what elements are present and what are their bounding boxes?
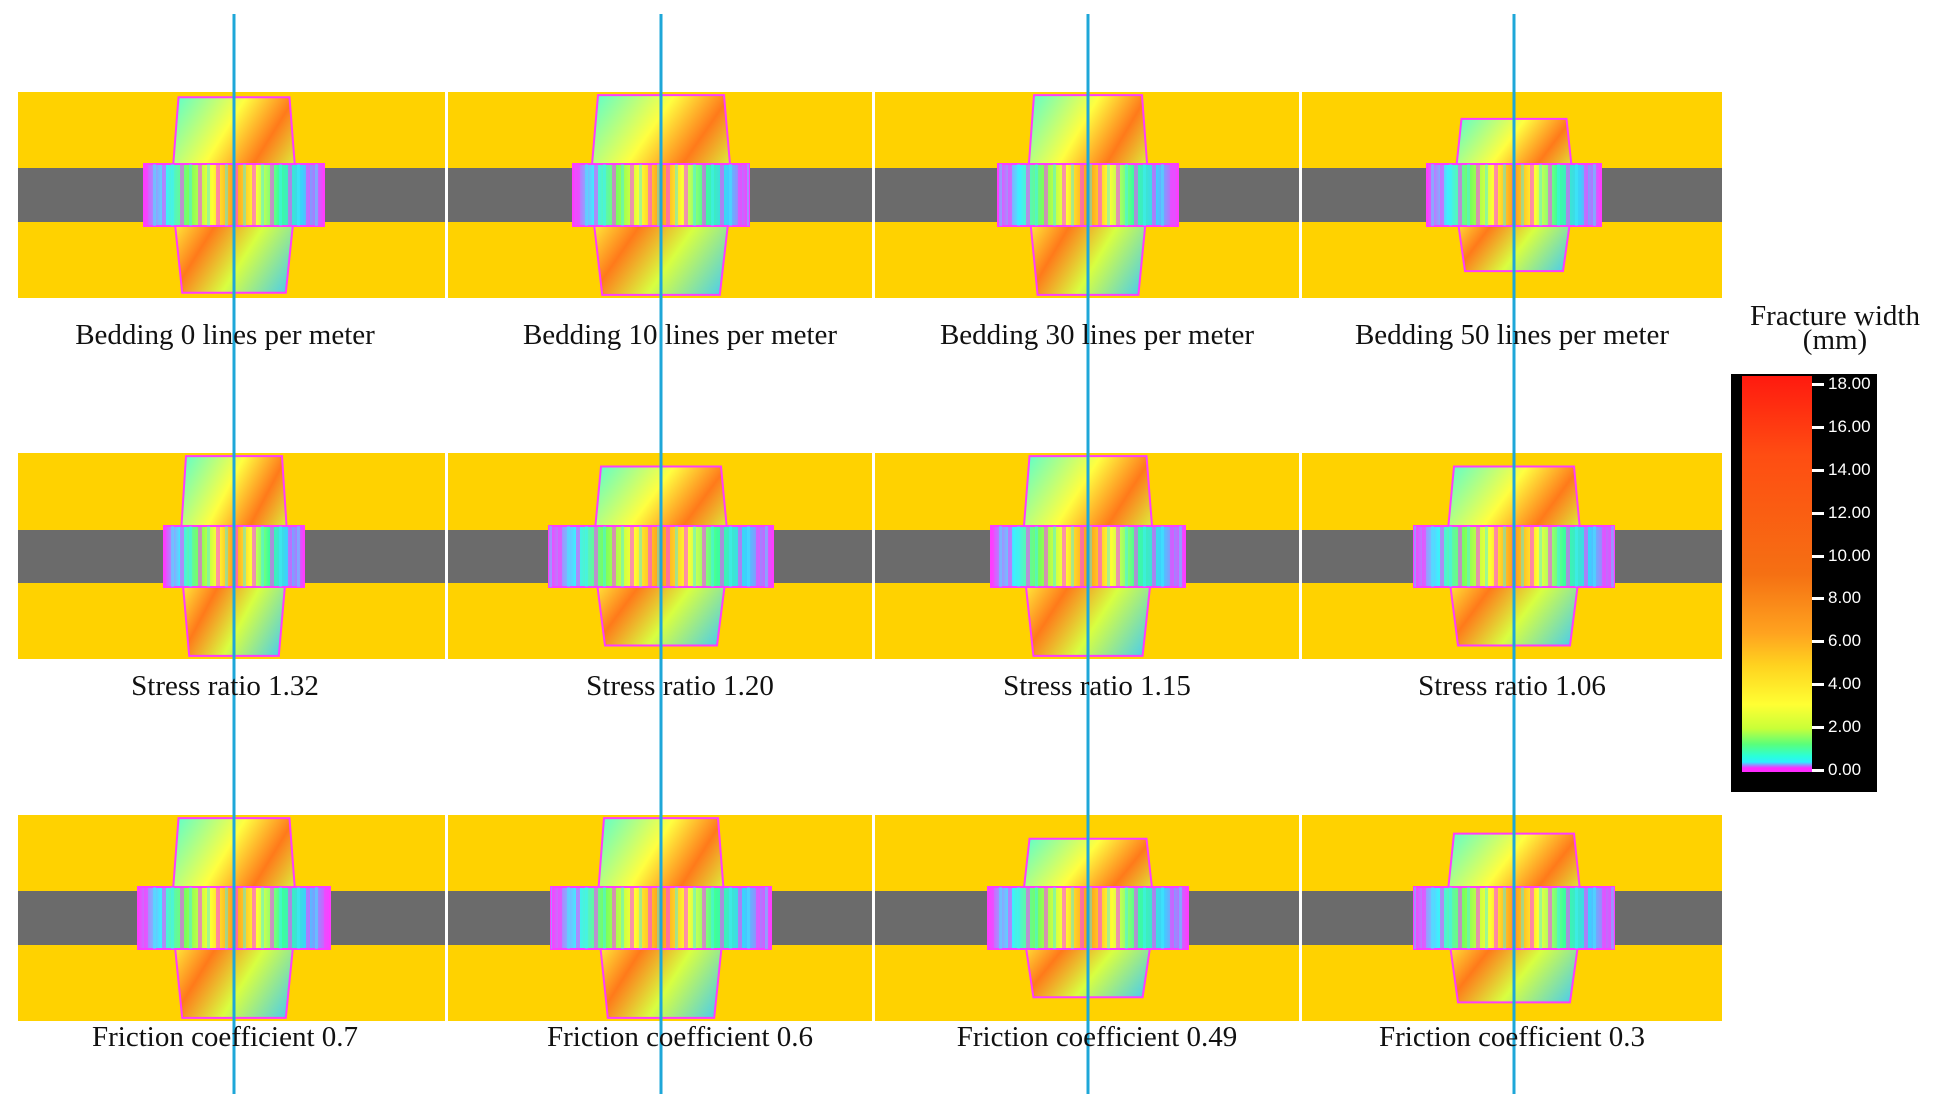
colorbar-tick-label: 6.00	[1828, 631, 1862, 651]
caption-bedding-2: Bedding 10 lines per meter	[522, 319, 838, 351]
colorbar: 18.00 16.00 14.00 12.00 10.00 8.00 6.00 4.00 2.0…	[1731, 374, 1877, 792]
caption-friction-1: Friction coefficient 0.7	[91, 1021, 359, 1053]
colorbar-tick	[1812, 683, 1824, 687]
panel-bedding-4	[1302, 92, 1722, 298]
colorbar-title: Fracture width (mm)	[1730, 300, 1940, 356]
colorbar-tick	[1812, 425, 1824, 429]
colorbar-tick	[1812, 726, 1824, 730]
colorbar-tick-label: 14.00	[1828, 459, 1871, 479]
colorbar-tick-label: 16.00	[1828, 416, 1871, 436]
colorbar-tick	[1812, 769, 1824, 772]
panel-friction-4	[1302, 815, 1722, 1021]
colorbar-tick	[1812, 511, 1824, 515]
caption-stress-ratio-4: Stress ratio 1.06	[1418, 670, 1606, 702]
colorbar-tick	[1812, 640, 1824, 644]
colorbar-tick	[1812, 383, 1824, 386]
caption-stress-ratio-3: Stress ratio 1.15	[1003, 670, 1191, 702]
colorbar-tick-label: 18.00	[1828, 374, 1871, 393]
colorbar-tick	[1812, 468, 1824, 472]
colorbar-tick-label: 8.00	[1828, 588, 1862, 608]
caption-stress-ratio-2: Stress ratio 1.20	[586, 670, 774, 702]
caption-friction-2: Friction coefficient 0.6	[546, 1021, 814, 1053]
colorbar-tick-label: 2.00	[1828, 717, 1862, 737]
colorbar-title-line2: (mm)	[1802, 324, 1868, 356]
caption-bedding-4: Bedding 50 lines per meter	[1354, 319, 1670, 351]
panel-stress-ratio-1	[18, 453, 445, 659]
panel-friction-1	[18, 815, 445, 1021]
caption-bedding-1: Bedding 0 lines per meter	[75, 319, 375, 351]
caption-friction-3: Friction coefficient 0.49	[956, 1021, 1238, 1053]
colorbar-tick-label: 0.00	[1828, 760, 1862, 779]
panel-bedding-1	[18, 92, 445, 298]
colorbar-tick-label: 12.00	[1828, 502, 1871, 522]
colorbar-tick-label: 10.00	[1828, 545, 1871, 565]
colorbar-title-line1: Fracture width	[1750, 300, 1920, 332]
caption-friction-4: Friction coefficient 0.3	[1378, 1021, 1646, 1053]
panel-stress-ratio-4	[1302, 453, 1722, 659]
colorbar-tick	[1812, 597, 1824, 601]
colorbar-tick-label: 4.00	[1828, 674, 1862, 694]
caption-bedding-3: Bedding 30 lines per meter	[939, 319, 1255, 351]
colorbar-tick	[1812, 554, 1824, 558]
colorbar-gradient	[1742, 376, 1812, 772]
caption-stress-ratio-1: Stress ratio 1.32	[131, 670, 319, 702]
